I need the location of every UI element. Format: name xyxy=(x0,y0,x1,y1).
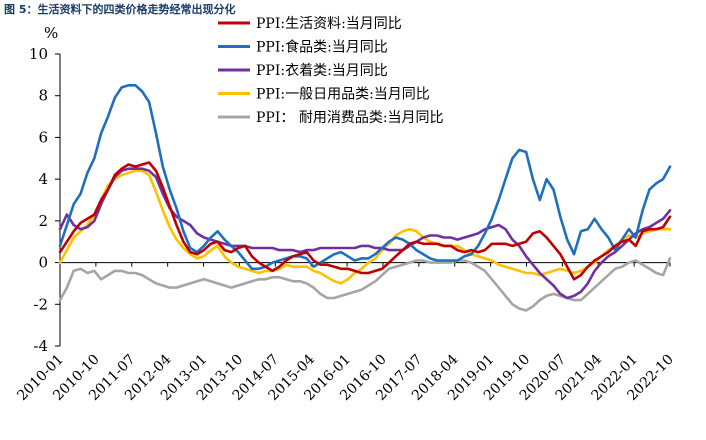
series-line xyxy=(58,167,672,300)
y-tick-label: 2 xyxy=(38,212,48,230)
figure-title: 图 5：生活资料下的四类价格走势经常出现分化 xyxy=(4,3,236,16)
legend-label: PPI:衣着类:当月同比 xyxy=(256,63,388,79)
y-tick-label: 0 xyxy=(38,254,48,272)
chart-legend: PPI:生活资料:当月同比 PPI:食品类:当月同比 PPI:衣着类:当月同比 PPI… xyxy=(218,16,444,126)
y-axis-unit: % xyxy=(44,24,58,42)
chart-axes xyxy=(59,54,670,346)
y-tick-label: 4 xyxy=(38,170,48,188)
series-line xyxy=(58,169,672,285)
series-line xyxy=(58,84,672,271)
y-tick-label: -4 xyxy=(33,337,48,355)
y-tick-label: -2 xyxy=(33,295,48,313)
y-tick-label: 8 xyxy=(38,87,48,105)
x-axis-ticks: 2010-012010-102011-072012-042013-012013-… xyxy=(14,262,677,404)
legend-label: PPI： 耐用消费品类:当月同比 xyxy=(256,110,444,126)
series-line xyxy=(58,161,672,281)
legend-label: PPI:生活资料:当月同比 xyxy=(256,16,402,32)
legend-label: PPI:一般日用品类:当月同比 xyxy=(256,87,430,103)
series-lines xyxy=(58,84,672,312)
legend-label: PPI:食品类:当月同比 xyxy=(256,39,388,56)
y-tick-label: 6 xyxy=(38,128,48,146)
y-axis-ticks: -4 -2 0 2 4 6 8 10 xyxy=(29,45,60,355)
y-tick-label: 10 xyxy=(29,45,48,63)
